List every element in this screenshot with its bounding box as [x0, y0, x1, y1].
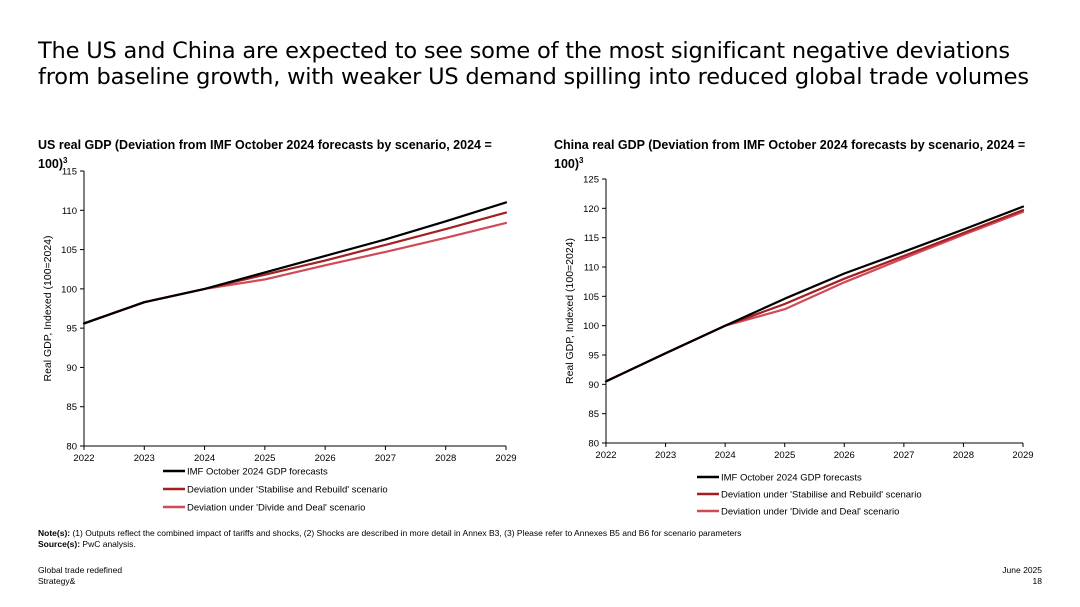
footer-right: June 2025 18	[1002, 565, 1042, 587]
us-legend-label-stabilise: Deviation under 'Stabilise and Rebuild' …	[187, 485, 388, 496]
china-y-axis-title: Real GDP, Indexed (100=2024)	[564, 238, 576, 384]
footer-report-title: Global trade redefined	[38, 565, 123, 575]
china-y-tick-label: 120	[583, 204, 599, 215]
us-y-tick-label: 105	[61, 245, 77, 256]
footer-brand: Strategy&	[38, 576, 76, 586]
note-line: Note(s): (1) Outputs reflect the combine…	[38, 528, 741, 539]
us-chart-title-text: US real GDP (Deviation from IMF October …	[38, 138, 492, 172]
china-chart-title-footnote: 3	[579, 156, 584, 165]
china-x-tick-label: 2023	[655, 450, 676, 461]
us-chart-title-footnote: 3	[63, 156, 68, 165]
us-y-tick-label: 95	[66, 324, 77, 335]
us-legend-label-imf: IMF October 2024 GDP forecasts	[187, 467, 328, 478]
us-x-tick-label: 2027	[375, 453, 396, 464]
us-x-tick-label: 2026	[315, 453, 336, 464]
china-y-tick-label: 95	[588, 351, 599, 362]
us-y-tick-label: 115	[62, 167, 77, 178]
china-legend-label-stabilise: Deviation under 'Stabilise and Rebuild' …	[721, 490, 922, 501]
note-label: Note(s):	[38, 528, 71, 538]
us-x-tick-label: 2028	[435, 453, 456, 464]
source-line: Source(s): PwC analysis.	[38, 539, 741, 550]
china-x-tick-label: 2025	[774, 450, 795, 461]
page-number: 18	[1032, 576, 1042, 586]
china-y-tick-label: 105	[583, 292, 599, 303]
footer-date: June 2025	[1002, 565, 1042, 575]
us-y-tick-label: 85	[66, 402, 77, 413]
china-y-tick-label: 85	[588, 409, 599, 420]
china-y-tick-label: 80	[588, 439, 599, 450]
china-x-tick-label: 2026	[834, 450, 855, 461]
china-x-tick-label: 2024	[715, 450, 736, 461]
china-y-tick-label: 90	[588, 380, 599, 391]
china-series-imf	[604, 205, 1025, 383]
us-chart-title: US real GDP (Deviation from IMF October …	[38, 138, 508, 172]
us-x-tick-label: 2024	[194, 453, 215, 464]
china-x-tick-label: 2027	[893, 450, 914, 461]
china-x-tick-label: 2029	[1012, 450, 1033, 461]
china-series-divide	[604, 210, 1025, 383]
note-text: (1) Outputs reflect the combined impact …	[70, 528, 742, 538]
footer-left: Global trade redefined Strategy&	[38, 565, 122, 587]
us-y-tick-label: 110	[62, 206, 77, 217]
us-x-tick-label: 2022	[73, 453, 94, 464]
china-legend-label-divide: Deviation under 'Divide and Deal' scenar…	[721, 507, 899, 518]
us-y-tick-label: 90	[66, 363, 77, 374]
us-x-tick-label: 2023	[134, 453, 155, 464]
china-y-tick-label: 115	[584, 233, 599, 244]
china-chart-title: China real GDP (Deviation from IMF Octob…	[554, 138, 1034, 172]
us-y-tick-label: 80	[66, 442, 77, 453]
us-x-tick-label: 2029	[495, 453, 516, 464]
source-text: PwC analysis.	[80, 539, 136, 549]
china-chart-title-text: China real GDP (Deviation from IMF Octob…	[554, 138, 1026, 172]
china-legend-label-imf: IMF October 2024 GDP forecasts	[721, 473, 862, 484]
us-y-tick-label: 100	[61, 284, 77, 295]
china-x-tick-label: 2022	[595, 450, 616, 461]
source-label: Source(s):	[38, 539, 81, 549]
us-x-tick-label: 2025	[254, 453, 275, 464]
china-y-tick-label: 100	[583, 321, 599, 332]
china-x-tick-label: 2028	[953, 450, 974, 461]
us-series-imf	[82, 201, 508, 325]
notes: Note(s): (1) Outputs reflect the combine…	[38, 528, 741, 550]
us-legend-label-divide: Deviation under 'Divide and Deal' scenar…	[187, 503, 365, 514]
china-y-tick-label: 110	[584, 263, 599, 274]
us-y-axis-title: Real GDP, Indexed (100=2024)	[42, 235, 54, 381]
china-y-tick-label: 125	[583, 175, 599, 186]
page-title: The US and China are expected to see som…	[38, 38, 1029, 90]
